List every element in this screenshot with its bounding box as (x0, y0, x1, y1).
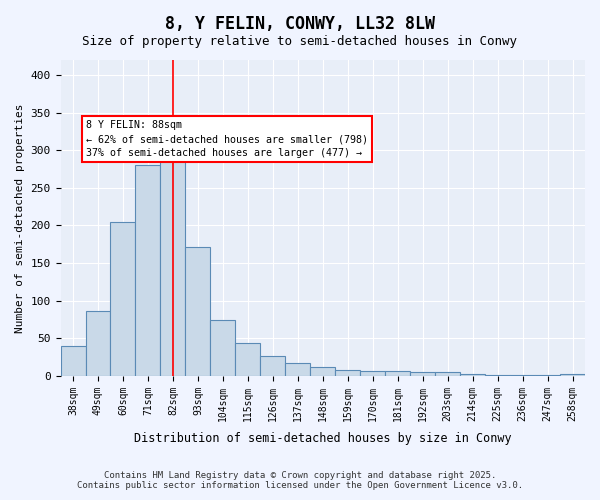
Text: Contains HM Land Registry data © Crown copyright and database right 2025.
Contai: Contains HM Land Registry data © Crown c… (77, 470, 523, 490)
Bar (211, 320, 235, 376)
X-axis label: Distribution of semi-detached houses by size in Conwy: Distribution of semi-detached houses by … (134, 432, 512, 445)
Text: Size of property relative to semi-detached houses in Conwy: Size of property relative to semi-detach… (83, 35, 517, 48)
Bar (86, 311, 110, 376)
Y-axis label: Number of semi-detached properties: Number of semi-detached properties (15, 103, 25, 332)
Bar (310, 367, 335, 376)
Bar (286, 363, 310, 376)
Bar (335, 370, 360, 376)
Bar (485, 375, 510, 376)
Text: 8 Y FELIN: 88sqm
← 62% of semi-detached houses are smaller (798)
37% of semi-det: 8 Y FELIN: 88sqm ← 62% of semi-detached … (86, 120, 368, 158)
Text: 8, Y FELIN, CONWY, LL32 8LW: 8, Y FELIN, CONWY, LL32 8LW (165, 15, 435, 33)
Bar (110, 222, 136, 376)
Bar (360, 372, 385, 376)
Bar (185, 246, 211, 376)
Bar (136, 166, 160, 376)
Bar (560, 374, 585, 376)
Bar (510, 375, 535, 376)
Bar (385, 372, 410, 376)
Bar (460, 374, 485, 376)
Bar (260, 356, 286, 376)
Bar (61, 346, 86, 376)
Bar (410, 372, 435, 376)
Bar (160, 140, 185, 376)
Bar (535, 375, 560, 376)
Bar (235, 343, 260, 376)
Bar (435, 372, 460, 376)
